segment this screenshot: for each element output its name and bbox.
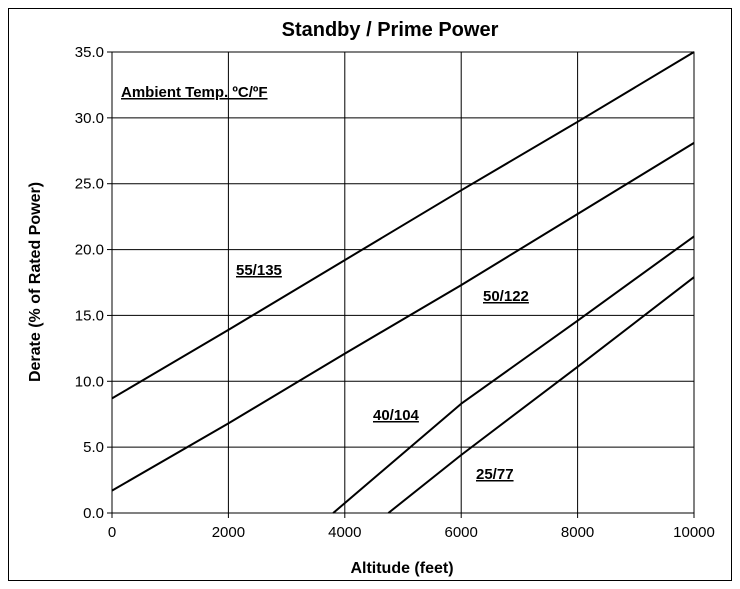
x-axis-title: Altitude (feet) <box>350 560 453 577</box>
y-tick-label: 20.0 <box>75 242 104 259</box>
y-tick-label: 30.0 <box>75 110 104 127</box>
series-line-25-77 <box>387 276 695 514</box>
y-tick-label: 15.0 <box>75 307 104 324</box>
x-tick-label: 4000 <box>328 524 361 541</box>
plot-area <box>112 52 694 513</box>
y-tick-label: 25.0 <box>75 176 104 193</box>
series-line-55-135 <box>111 51 695 400</box>
y-axis-title: Derate (% of Rated Power) <box>27 182 44 382</box>
plot-border <box>111 51 695 514</box>
tick-labels: 0.0 5.0 10.0 15.0 20.0 25.0 30.0 35.0 0 2000 4000 6… <box>75 44 715 541</box>
series-label-25-77: 25/77 <box>476 466 514 483</box>
chart-title: Standby / Prime Power <box>282 19 499 41</box>
y-tick-label: 5.0 <box>83 439 104 456</box>
x-tick-label: 2000 <box>212 524 245 541</box>
series-label-55-135: 55/135 <box>236 262 282 279</box>
x-tick-label: 6000 <box>445 524 478 541</box>
y-tick-label: 10.0 <box>75 373 104 390</box>
series-label-40-104: 40/104 <box>373 407 420 424</box>
x-tick-label: 8000 <box>561 524 594 541</box>
series-labels: 55/135 50/122 40/104 25/77 <box>236 262 529 483</box>
series-line-40-104 <box>332 235 695 514</box>
series-line-50-122 <box>111 142 695 492</box>
legend-title: Ambient Temp. ºC/ºF <box>121 84 268 101</box>
series-lines <box>111 51 695 514</box>
x-tick-label: 0 <box>108 524 116 541</box>
y-tick-label: 0.0 <box>83 505 104 522</box>
x-tick-label: 10000 <box>673 524 715 541</box>
y-tick-label: 35.0 <box>75 44 104 61</box>
series-label-50-122: 50/122 <box>483 288 529 305</box>
